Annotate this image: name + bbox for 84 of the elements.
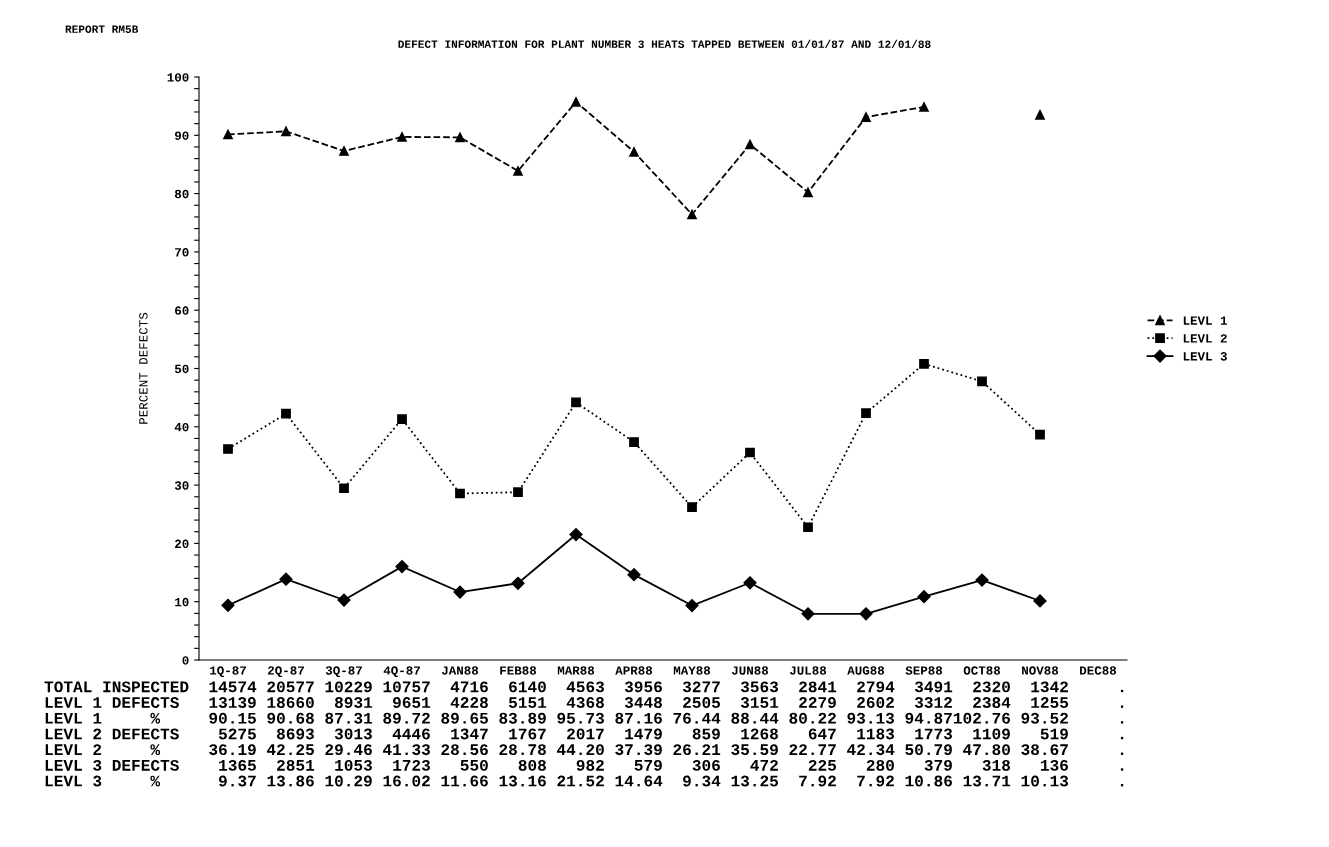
point xyxy=(685,598,699,613)
point xyxy=(687,502,697,513)
point xyxy=(627,568,641,582)
y-tick-label: 10 xyxy=(175,597,189,607)
point xyxy=(513,166,523,176)
point xyxy=(571,397,581,408)
point xyxy=(513,487,523,498)
legend-label: LEVL 2 xyxy=(1183,334,1227,343)
point xyxy=(455,132,465,143)
x-tick-label: JUL88 xyxy=(789,666,827,675)
y-tick-label: 0 xyxy=(182,656,189,665)
point xyxy=(687,209,697,220)
point xyxy=(861,408,871,419)
chart-title: DEFECT INFORMATION FOR PLANT NUMBER 3 HEATS TAPPED BETWEEN 01/01/87 AND 12/01/88 xyxy=(398,39,931,48)
point xyxy=(917,590,931,604)
x-tick-label: SEP88 xyxy=(905,666,943,675)
x-tick-label: 4Q-87 xyxy=(383,666,420,678)
point xyxy=(397,414,407,424)
text: LEVL 2 DEFECTS 5275 8693 3013 4446 1347 1767 2017 1479 859 1268 647 1183 1773 1109 519 . xyxy=(45,728,1124,740)
y-tick-label: 90 xyxy=(174,131,189,140)
point xyxy=(279,572,293,586)
x-tick-label: DEC88 xyxy=(1080,666,1117,675)
point xyxy=(455,488,465,499)
point xyxy=(221,598,235,612)
x-tick-label: 3Q-87 xyxy=(325,666,362,678)
x-tick-label: 1Q-87 xyxy=(210,666,246,678)
x-tick-label: 2Q-87 xyxy=(268,666,304,678)
point xyxy=(1035,429,1045,440)
point xyxy=(803,187,813,198)
point xyxy=(571,97,581,107)
y-axis-title: PERCENT DEFECTS xyxy=(139,312,148,424)
text: LEVL 3 % 9.37 13.86 10.29 16.02 11.66 13.16 21.52 14.64 9.34 13.25 7.92 7.92 10.86 13.71 10.13 . xyxy=(45,775,1124,787)
point xyxy=(337,593,351,607)
point xyxy=(919,359,929,369)
point xyxy=(629,437,639,447)
x-tick-label: APR88 xyxy=(615,666,653,675)
point xyxy=(859,607,873,621)
point xyxy=(511,576,525,590)
point xyxy=(745,447,755,458)
x-tick-label: AUG88 xyxy=(847,666,885,675)
point xyxy=(1035,109,1045,120)
point xyxy=(453,585,467,599)
legend-label: LEVL 1 xyxy=(1183,316,1228,325)
y-tick-label: 50 xyxy=(174,364,189,374)
point xyxy=(977,376,987,387)
text: LEVL 1 DEFECTS 13139 18660 8931 9651 4228 5151 4368 3448 2505 3151 2279 2602 3312 2384 1255 . xyxy=(45,697,1124,709)
y-tick-label: 20 xyxy=(175,539,189,549)
point xyxy=(745,139,755,150)
text: LEVL 2 % 36.19 42.25 29.46 41.33 28.56 28.78 44.20 37.39 26.21 35.59 22.77 42.34 50.79 47.80 38.67 . xyxy=(45,744,1124,756)
point xyxy=(223,444,233,454)
x-tick-label: NOV88 xyxy=(1022,666,1059,675)
text: LEVL 1 % 90.15 90.68 87.31 89.72 89.65 83.89 95.73 87.16 76.44 88.44 80.22 93.13 94.87102.76 93.52 . xyxy=(45,712,1124,724)
point xyxy=(281,408,291,419)
legend-label: LEVL 3 xyxy=(1183,352,1227,361)
point xyxy=(629,146,639,157)
x-tick-label: OCT88 xyxy=(963,666,1001,675)
x-tick-label: MAR88 xyxy=(557,666,595,675)
x-tick-label: MAY88 xyxy=(673,666,711,675)
point xyxy=(861,112,871,122)
y-tick-label: 30 xyxy=(174,481,189,490)
point xyxy=(223,129,233,140)
x-tick-label: JUN88 xyxy=(731,666,769,675)
text: TOTAL INSPECTED 14574 20577 10229 10757 4716 6140 4563 3956 3277 3563 2841 2794 3491 2320 1342 . xyxy=(44,681,1124,693)
y-tick-label: 70 xyxy=(175,248,189,257)
point xyxy=(395,560,409,574)
y-tick-label: 100 xyxy=(167,73,189,82)
y-tick-label: 80 xyxy=(174,189,189,199)
point xyxy=(569,527,583,542)
point xyxy=(339,483,349,494)
point xyxy=(801,607,815,621)
point xyxy=(975,573,989,587)
point xyxy=(339,146,349,156)
point xyxy=(743,576,757,590)
y-tick-label: 40 xyxy=(174,422,189,432)
x-tick-label: FEB88 xyxy=(500,666,537,675)
point xyxy=(919,102,929,112)
point xyxy=(281,126,291,137)
y-tick-label: 60 xyxy=(175,306,189,315)
point xyxy=(1033,594,1047,608)
point xyxy=(803,522,813,533)
point xyxy=(397,132,407,142)
text: LEVL 3 DEFECTS 1365 2851 1053 1723 550 808 982 579 306 472 225 280 379 318 136 . xyxy=(45,759,1124,771)
text: REPORT RM5B xyxy=(65,25,139,33)
x-tick-label: JAN88 xyxy=(441,666,479,675)
